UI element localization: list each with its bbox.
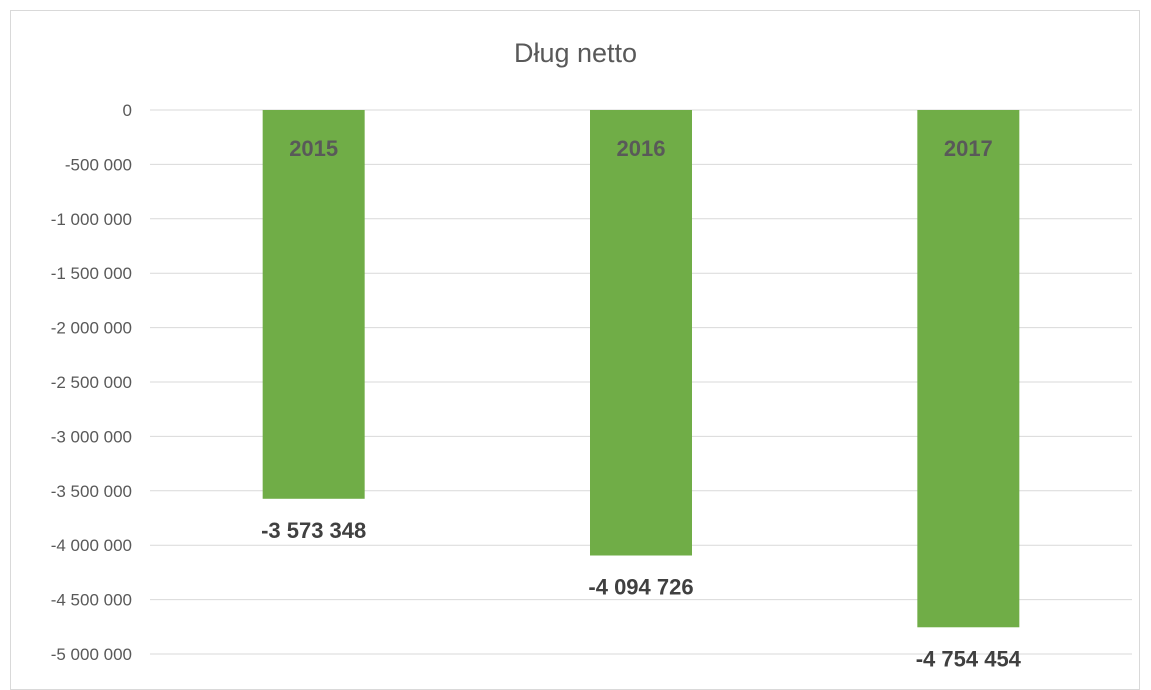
value-label: -3 573 348 [261, 518, 366, 543]
y-tick-label: -500 000 [65, 155, 132, 174]
y-tick-label: -4 000 000 [51, 536, 132, 555]
y-tick-label: -5 000 000 [51, 645, 132, 664]
y-tick-label: -2 000 000 [51, 319, 132, 338]
bar-2017 [917, 110, 1020, 628]
bars [262, 110, 1020, 628]
value-label: -4 754 454 [916, 646, 1022, 671]
value-label: -4 094 726 [588, 575, 693, 600]
category-label: 2016 [617, 136, 666, 161]
y-tick-label: -4 500 000 [51, 591, 132, 610]
y-tick-label: -3 500 000 [51, 482, 132, 501]
y-tick-label: 0 [123, 101, 132, 120]
y-tick-label: -3 000 000 [51, 427, 132, 446]
chart-title: Dług netto [513, 38, 638, 68]
category-label: 2017 [944, 136, 993, 161]
y-tick-label: -1 500 000 [51, 264, 132, 283]
y-axis-tick-labels: 0 -500 000 -1 000 000 -1 500 000 -2 000 000 -… [51, 101, 132, 664]
plot-area: 0 -500 000 -1 000 000 -1 500 000 -2 000 000 -… [51, 101, 1132, 671]
bar-2015 [262, 110, 365, 499]
y-tick-label: -1 000 000 [51, 210, 132, 229]
y-tick-label: -2 500 000 [51, 373, 132, 392]
bar-2016 [590, 110, 692, 556]
data-labels: 2015 -3 573 348 2016 -4 094 726 2017 -4 754 4… [261, 136, 1022, 671]
category-label: 2015 [289, 136, 338, 161]
